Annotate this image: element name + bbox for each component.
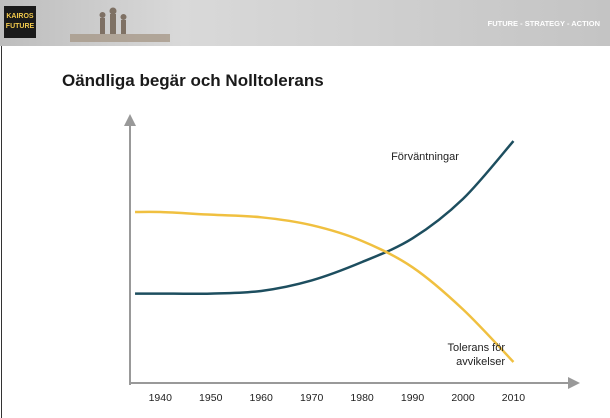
slide-title: Oändliga begär och Nolltolerans [62,71,324,90]
x-tick-label: 2000 [451,392,475,404]
x-tick-label: 2010 [502,392,526,404]
x-tick-label: 1970 [300,392,324,404]
x-tick-label: 1950 [199,392,223,404]
x-axis-arrow [568,377,580,389]
logo-text: FUTURE [6,23,35,30]
annotation: Förväntningar [391,151,459,163]
x-tick-label: 1940 [149,392,173,404]
y-axis-arrow [124,114,136,126]
x-tick-label: 1980 [350,392,374,404]
x-tick-label: 1990 [401,392,425,404]
x-tick-label: 1960 [250,392,274,404]
logo-text: KAIROS [6,13,34,20]
series-line [135,212,513,362]
annotation: Tolerans för [448,342,506,354]
annotation: avvikelser [456,356,505,368]
tagline: FUTURE - STRATEGY - ACTION [488,19,600,28]
logo-box [4,6,36,38]
slide: KAIROS FUTURE FUTURE - STRATEGY - ACTION… [0,0,610,418]
series-line [135,141,513,294]
page: KAIROS FUTURE FUTURE - STRATEGY - ACTION… [0,0,610,418]
